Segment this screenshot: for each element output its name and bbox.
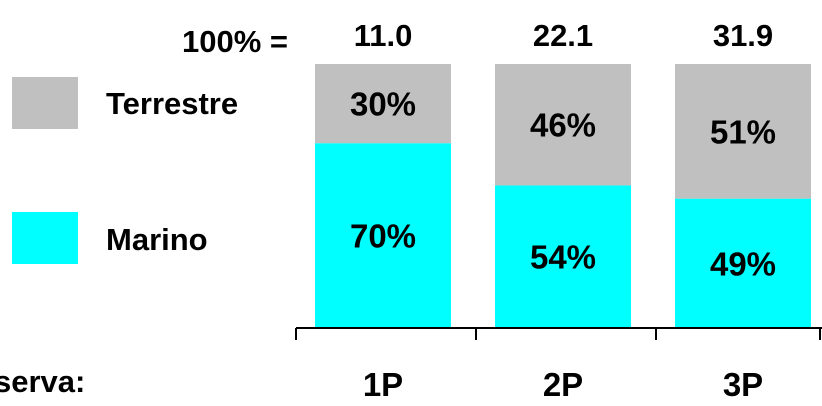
bar-segment-marino-2p: [495, 185, 631, 328]
legend-swatch-terrestre: [12, 77, 78, 129]
category-label-1p: 1P: [363, 366, 403, 403]
bar-segment-marino-3p: [675, 198, 811, 328]
legend-label-marino: Marino: [106, 222, 208, 257]
category-label-3p: 3P: [723, 366, 763, 403]
total-label-3p: 31.9: [713, 18, 773, 53]
data-label-marino-3p: 49%: [710, 245, 776, 282]
bar-segment-terrestre-3p: [675, 64, 811, 199]
bar-segment-marino-1p: [315, 143, 451, 328]
total-label-1p: 11.0: [354, 18, 413, 53]
bar-segment-terrestre-2p: [495, 64, 631, 186]
data-label-marino-2p: 54%: [530, 239, 596, 276]
total-label-2p: 22.1: [533, 18, 593, 53]
data-label-terrestre-1p: 30%: [350, 86, 416, 123]
legend-label-terrestre: Terrestre: [106, 86, 238, 121]
x-axis: 1P 2P 3P: [295, 327, 822, 403]
data-label-terrestre-3p: 51%: [710, 113, 776, 150]
data-label-marino-1p: 70%: [350, 218, 416, 255]
bars-group: 70% 30% 11.0 54% 46% 22.1 49% 51% 31.9: [315, 18, 811, 328]
category-label-2p: 2P: [543, 366, 583, 403]
total-prefix-label: 100% =: [182, 24, 288, 59]
bar-segment-terrestre-1p: [315, 64, 451, 144]
legend-swatch-marino: [12, 212, 78, 264]
data-label-terrestre-2p: 46%: [530, 107, 596, 144]
cut-off-note-label: serva:: [0, 364, 85, 399]
